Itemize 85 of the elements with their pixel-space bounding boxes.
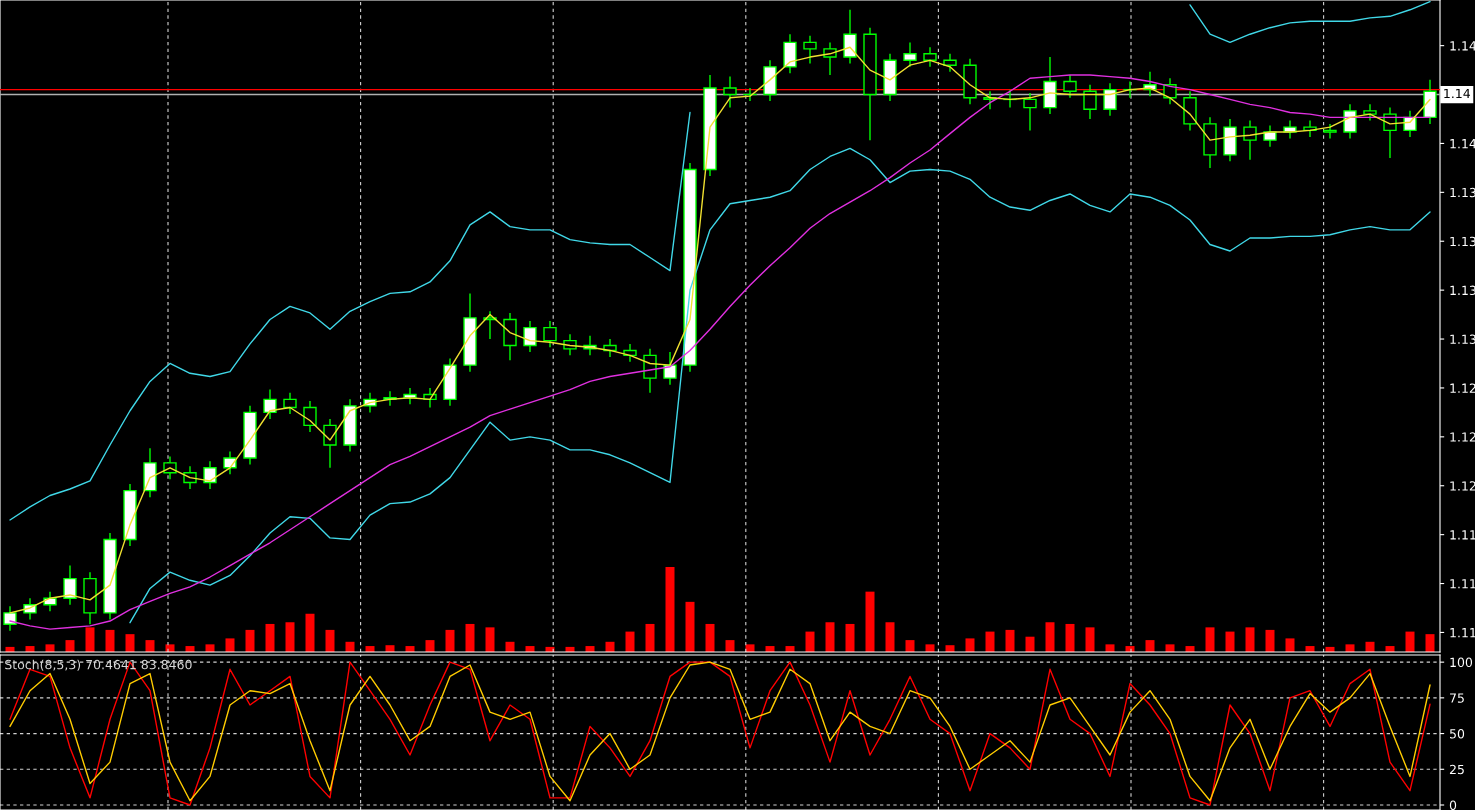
- bar: [725, 640, 735, 652]
- candlestick: [1263, 124, 1277, 148]
- candlestick: [923, 46, 937, 68]
- candlestick: [1343, 103, 1357, 140]
- y-tick-label: 50: [1449, 729, 1465, 739]
- bar: [765, 646, 775, 652]
- bar: [1405, 631, 1415, 652]
- bar: [1265, 629, 1275, 652]
- bar: [265, 623, 275, 652]
- bar: [485, 627, 495, 652]
- y-tick-label: 100: [1450, 657, 1473, 668]
- bar: [85, 627, 95, 652]
- y-tick-label: 1.11: [1450, 579, 1475, 589]
- bar: [865, 591, 875, 652]
- candlestick: [663, 351, 677, 386]
- bar: [1145, 640, 1155, 652]
- candlestick: [903, 41, 917, 68]
- bar: [125, 634, 135, 652]
- bar: [1425, 634, 1435, 652]
- bar: [225, 638, 235, 652]
- bar: [145, 640, 155, 652]
- candlestick: [523, 320, 537, 353]
- bar: [985, 631, 995, 652]
- line-series: [129, 147, 1431, 624]
- bar: [1225, 631, 1235, 652]
- y-tick-label: 1.13: [1450, 285, 1475, 296]
- candlestick: [203, 460, 217, 490]
- bar: [245, 629, 255, 652]
- candlestick: [323, 418, 337, 469]
- candlestick: [223, 450, 237, 476]
- y-tick-label: 1.12: [1450, 432, 1475, 442]
- bar: [305, 613, 315, 652]
- y-tick-label: 1.12: [1450, 481, 1475, 491]
- bar: [1065, 623, 1075, 652]
- candlestick: [1103, 82, 1117, 117]
- bar: [505, 641, 515, 652]
- candlestick: [63, 564, 77, 606]
- bar: [425, 640, 435, 652]
- candlestick: [803, 35, 817, 65]
- bar: [685, 601, 695, 652]
- bar: [605, 641, 615, 652]
- bar: [825, 622, 835, 652]
- candlestick: [303, 400, 317, 433]
- y-tick-label: 1.13: [1450, 187, 1475, 198]
- candlestick: [283, 392, 297, 415]
- candlestick: [3, 605, 17, 632]
- bar: [625, 631, 635, 652]
- y-tick-label: 1.11: [1450, 628, 1475, 638]
- bar: [205, 644, 215, 652]
- candlestick: [1063, 74, 1077, 99]
- bar: [1045, 622, 1055, 652]
- bar: [965, 638, 975, 652]
- y-tick-label: 1.13: [1450, 236, 1475, 247]
- bar: [1365, 641, 1375, 652]
- bar: [525, 646, 535, 652]
- bar: [805, 631, 815, 652]
- bar: [1205, 627, 1215, 652]
- bar: [45, 644, 55, 652]
- candlestick: [723, 75, 737, 109]
- bar: [885, 622, 895, 652]
- candlestick: [1083, 84, 1097, 120]
- bar: [1105, 644, 1115, 652]
- y-tick-label: 0: [1449, 800, 1457, 810]
- y-tick-label: 1.13: [1450, 334, 1475, 344]
- bar: [665, 567, 675, 652]
- bar: [345, 641, 355, 652]
- y-tick-label: 75: [1450, 693, 1464, 703]
- candlestick: [543, 320, 557, 348]
- bar: [1025, 636, 1035, 652]
- bar: [65, 640, 75, 652]
- bar: [405, 646, 415, 652]
- candlestick: [843, 9, 857, 65]
- bar: [465, 623, 475, 652]
- candlestick: [263, 388, 277, 420]
- candlestick: [1023, 92, 1037, 132]
- bar: [705, 623, 715, 652]
- y-tick-label: 1.12: [1450, 383, 1475, 393]
- bar: [1165, 644, 1175, 652]
- bar: [105, 629, 115, 652]
- candlestick: [1363, 103, 1377, 122]
- bar: [385, 645, 395, 652]
- y-tick-label: 1.11: [1450, 530, 1475, 540]
- candlestick: [1323, 123, 1337, 140]
- bar: [925, 644, 935, 652]
- y-tick-label: 25: [1449, 764, 1464, 775]
